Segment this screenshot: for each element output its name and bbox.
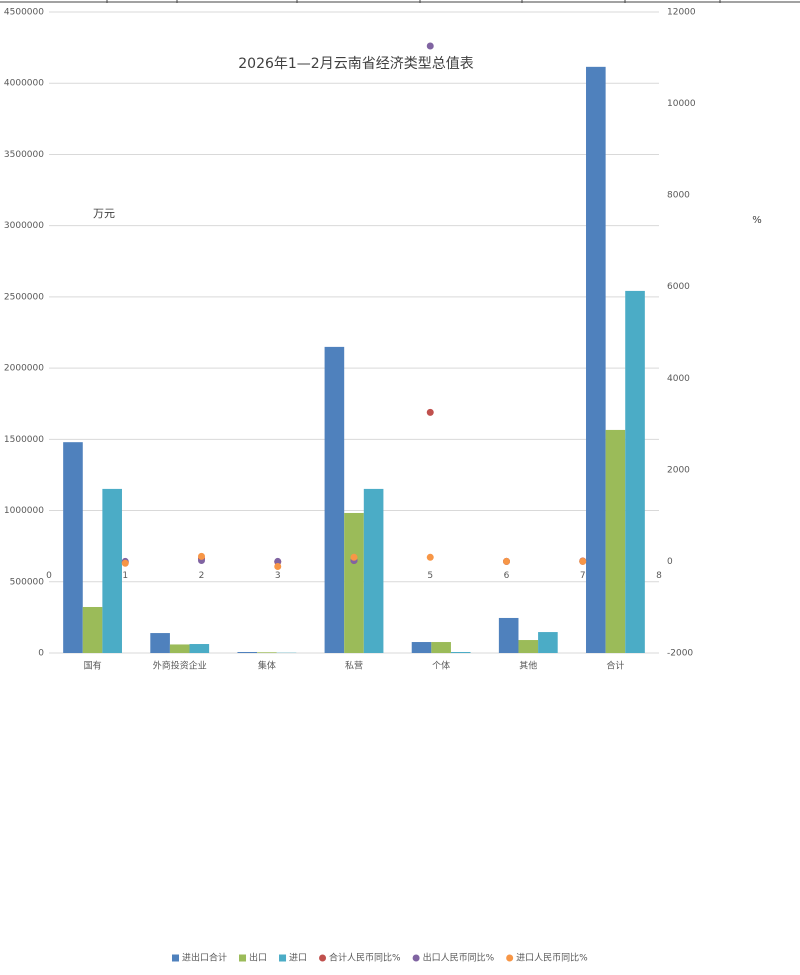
legend-label: 进口: [289, 953, 307, 964]
x2-tick-label: 6: [504, 571, 510, 581]
y-tick-label: 2500000: [4, 292, 44, 302]
legend-swatch: [239, 954, 247, 962]
bar: [586, 66, 606, 653]
bar: [102, 488, 122, 653]
bar: [411, 642, 432, 653]
y-tick-label: 1500000: [4, 435, 44, 445]
y-tick-label: 2000000: [4, 364, 44, 374]
scatter-point: [426, 553, 434, 561]
y2-tick-label: 2000: [667, 465, 690, 475]
x-tick-label: 外商投资企业: [153, 660, 207, 672]
y-tick-label: 3000000: [4, 221, 44, 231]
x2-tick-label: 7: [580, 571, 586, 581]
y-tick-label: 0: [38, 649, 44, 659]
y2-tick-label: 6000: [667, 282, 690, 292]
scatter-point: [198, 552, 205, 560]
x-tick-label: 国有: [84, 660, 102, 672]
scatter-point: [274, 557, 282, 565]
scatter-point: [503, 557, 510, 565]
x2-tick-label: 3: [275, 571, 281, 581]
y2-tick-label: 4000: [667, 374, 690, 384]
legend-label: 出口人民币同比%: [423, 952, 495, 964]
x2-tick-label: 0: [46, 571, 52, 581]
x-tick-label: 合计: [606, 660, 624, 672]
bar: [82, 606, 103, 653]
scatter-point: [121, 559, 129, 567]
bar: [189, 644, 210, 653]
x-tick-label: 私营: [345, 660, 363, 672]
scatter-point: [274, 562, 282, 570]
bar: [324, 346, 345, 653]
y2-tick-label: 10000: [667, 99, 696, 109]
legend-label: 进出口合计: [182, 952, 227, 964]
legend-label: 合计人民币同比%: [329, 952, 401, 964]
bar: [498, 617, 519, 653]
chart-title: 2026年1—2月云南省经济类型总值表: [238, 56, 473, 72]
scatter-point: [579, 557, 587, 565]
bar: [518, 640, 539, 653]
legend-label: 出口: [249, 952, 267, 964]
bar: [450, 652, 471, 653]
x-tick-label: 集体: [258, 660, 276, 672]
y2-tick-label: 0: [667, 557, 673, 567]
y2-axis-label: %: [752, 215, 762, 226]
bar: [431, 642, 451, 653]
bar: [150, 633, 170, 653]
y-axis-label: 万元: [93, 207, 115, 220]
x2-tick-label: 5: [427, 571, 433, 581]
scatter-point: [426, 408, 434, 416]
x2-tick-label: 2: [199, 571, 205, 581]
y-tick-label: 4000000: [4, 79, 44, 89]
scatter-point: [350, 553, 358, 561]
bar: [625, 290, 645, 653]
x2-tick-label: 8: [656, 571, 662, 581]
legend-swatch: [506, 954, 514, 962]
x-tick-label: 个体: [432, 660, 450, 672]
legend-swatch: [172, 954, 179, 962]
y-tick-label: 3500000: [4, 150, 44, 160]
bar: [605, 429, 626, 653]
bar: [344, 512, 364, 653]
y2-tick-label: -2000: [667, 649, 693, 659]
scatter-point: [426, 42, 434, 50]
bar: [237, 652, 258, 653]
legend-swatch: [319, 954, 327, 962]
bar: [169, 644, 190, 653]
x2-tick-label: 1: [122, 571, 128, 581]
x-tick-label: 其他: [519, 660, 537, 672]
y-tick-label: 500000: [10, 577, 45, 587]
legend-swatch: [279, 954, 287, 962]
legend-swatch: [412, 954, 420, 962]
bar: [363, 488, 384, 653]
bar: [538, 632, 558, 653]
bar: [63, 442, 83, 653]
sheet-border: [0, 0, 800, 3]
legend-label: 进口人民币同比%: [516, 952, 588, 964]
y-tick-label: 4500000: [4, 8, 44, 18]
y2-tick-label: 12000: [667, 8, 696, 18]
y2-tick-label: 8000: [667, 191, 690, 201]
bar: [257, 652, 277, 653]
y-tick-label: 1000000: [4, 506, 44, 516]
